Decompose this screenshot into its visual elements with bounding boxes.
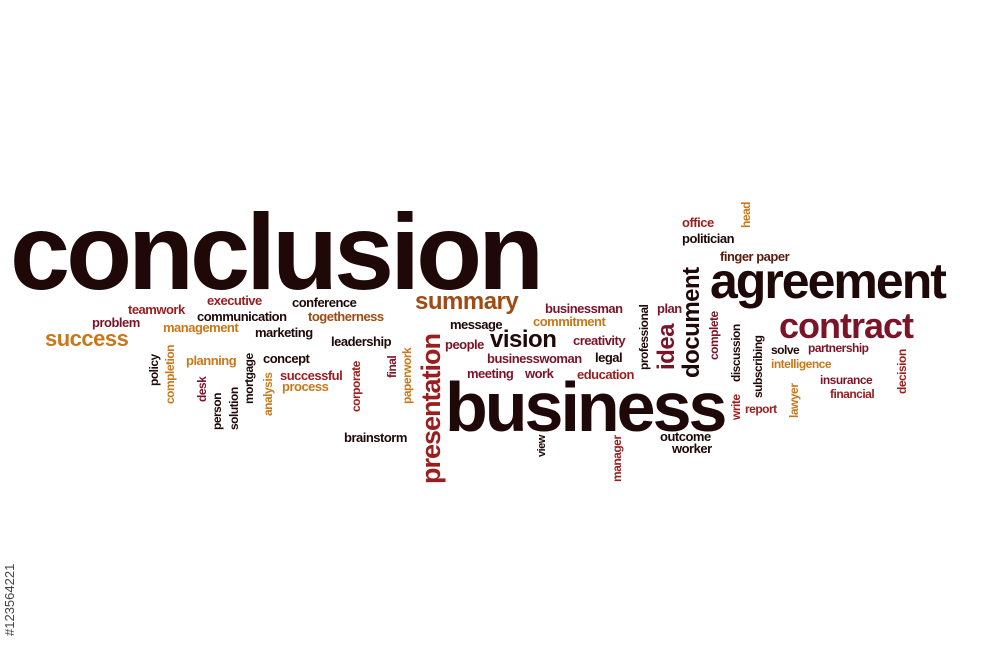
word-message: message (450, 317, 503, 332)
word-complete: complete (707, 311, 721, 360)
word-manager: manager (610, 435, 624, 482)
word-togetherness: togetherness (308, 309, 384, 324)
word-person: person (210, 392, 224, 430)
word-concept: concept (263, 351, 310, 366)
word-leadership: leadership (331, 334, 392, 349)
word-solution: solution (227, 387, 241, 430)
word-lawyer: lawyer (787, 383, 801, 418)
word-head: head (739, 201, 753, 228)
word-outcome: outcome (660, 429, 711, 444)
word-policy: policy (147, 354, 161, 386)
word-decision: decision (895, 349, 909, 394)
word-conference: conference (292, 295, 357, 310)
word-commitment: commitment (533, 314, 606, 329)
word-legal: legal (595, 350, 623, 365)
word-marketing: marketing (255, 325, 313, 340)
word-politician: politician (682, 231, 735, 246)
word-process: process (282, 379, 329, 394)
word-successful: successful (280, 368, 343, 383)
word-management: management (163, 320, 239, 335)
word-report: report (745, 402, 777, 416)
word-summary: summary (415, 288, 519, 315)
word-conclusion: conclusion (10, 191, 544, 312)
word-final: final (385, 355, 399, 378)
word-communication: communication (197, 309, 287, 324)
word-idea: idea (653, 323, 680, 370)
word-problem: problem (92, 315, 140, 330)
word-education: education (577, 367, 634, 382)
word-document: document (678, 267, 705, 378)
word-professional: professional (637, 304, 651, 370)
word-discussion: discussion (729, 324, 743, 382)
word-meeting: meeting (467, 366, 514, 381)
word-executive: executive (207, 293, 262, 308)
word-agreement: agreement (710, 253, 947, 309)
word-financial: financial (830, 387, 875, 401)
word-write: write (729, 394, 743, 420)
word-completion: completion (163, 344, 177, 404)
word-teamwork: teamwork (128, 302, 185, 317)
word-solve: solve (771, 343, 800, 357)
word-businesswoman: businesswoman (487, 351, 582, 366)
word-view: view (536, 435, 548, 457)
word-office: office (682, 215, 714, 230)
word-presentation: presentation (416, 333, 446, 484)
word-corporate: corporate (349, 361, 363, 412)
word-finger-paper: finger paper (720, 249, 790, 264)
word-brainstorm: brainstorm (344, 430, 407, 445)
word-success: success (45, 326, 129, 351)
word-worker: worker (672, 441, 712, 456)
word-vision: vision (490, 326, 557, 353)
word-creativity: creativity (573, 333, 626, 348)
word-partnership: partnership (808, 341, 869, 355)
word-planning: planning (186, 353, 237, 368)
word-businessman: businessman (545, 301, 623, 316)
word-contract: contract (779, 305, 914, 346)
word-mortgage: mortgage (242, 353, 256, 404)
word-desk: desk (195, 376, 209, 402)
word-analysis: analysis (261, 372, 275, 416)
image-id-label: #123564221 (2, 563, 17, 636)
word-work: work (525, 366, 554, 381)
word-intelligence: intelligence (771, 357, 832, 371)
word-plan: plan (657, 301, 682, 316)
word-people: people (445, 337, 484, 352)
word-subscribing: subscribing (751, 335, 765, 398)
word-insurance: insurance (820, 373, 873, 387)
word-business: business (445, 368, 727, 446)
word-paperwork: paperwork (400, 347, 414, 404)
